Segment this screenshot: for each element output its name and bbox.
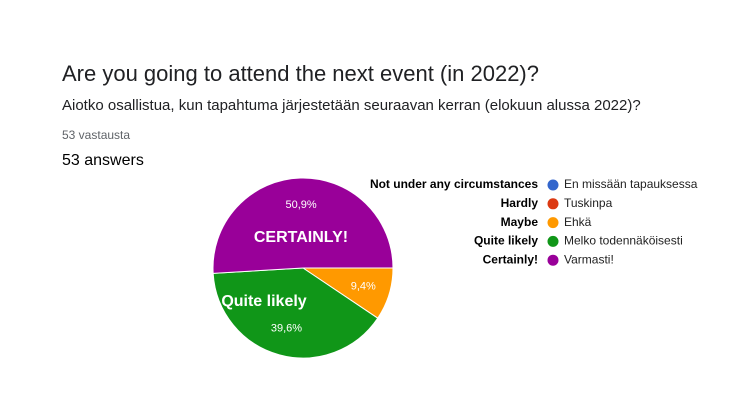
legend-label: Melko todennäköisesti bbox=[564, 234, 683, 248]
legend-annotation: Maybe bbox=[501, 215, 539, 229]
legend-marker bbox=[547, 254, 559, 266]
legend-marker bbox=[547, 235, 559, 247]
legend-label: Tuskinpa bbox=[564, 196, 613, 210]
slice-annotation: Quite likely bbox=[221, 293, 306, 310]
response-count: 53 vastausta bbox=[62, 128, 131, 142]
legend-label: Varmasti! bbox=[564, 252, 614, 266]
legend-marker bbox=[547, 198, 559, 210]
slice-value-label: 39,6% bbox=[271, 323, 302, 335]
legend-marker bbox=[547, 179, 559, 191]
legend-marker bbox=[547, 217, 559, 229]
slice-annotation: CERTAINLY! bbox=[254, 229, 348, 246]
legend-annotation: Quite likely bbox=[474, 234, 538, 248]
slice-value-label: 50,9% bbox=[286, 199, 317, 211]
title: Are you going to attend the next event (… bbox=[62, 61, 539, 86]
subtitle: Aiotko osallistua, kun tapahtuma järjest… bbox=[62, 97, 641, 114]
answers-count: 53 answers bbox=[62, 152, 144, 169]
legend-label: En missään tapauksessa bbox=[564, 177, 698, 191]
slice-value-label: 9,4% bbox=[351, 280, 376, 292]
legend-annotation: Hardly bbox=[501, 196, 539, 210]
legend-annotation: Not under any circumstances bbox=[370, 177, 538, 191]
legend-annotation: Certainly! bbox=[483, 252, 538, 266]
pie-slice bbox=[212, 267, 379, 359]
legend-label: Ehkä bbox=[564, 215, 592, 229]
pie-slice bbox=[212, 177, 394, 274]
